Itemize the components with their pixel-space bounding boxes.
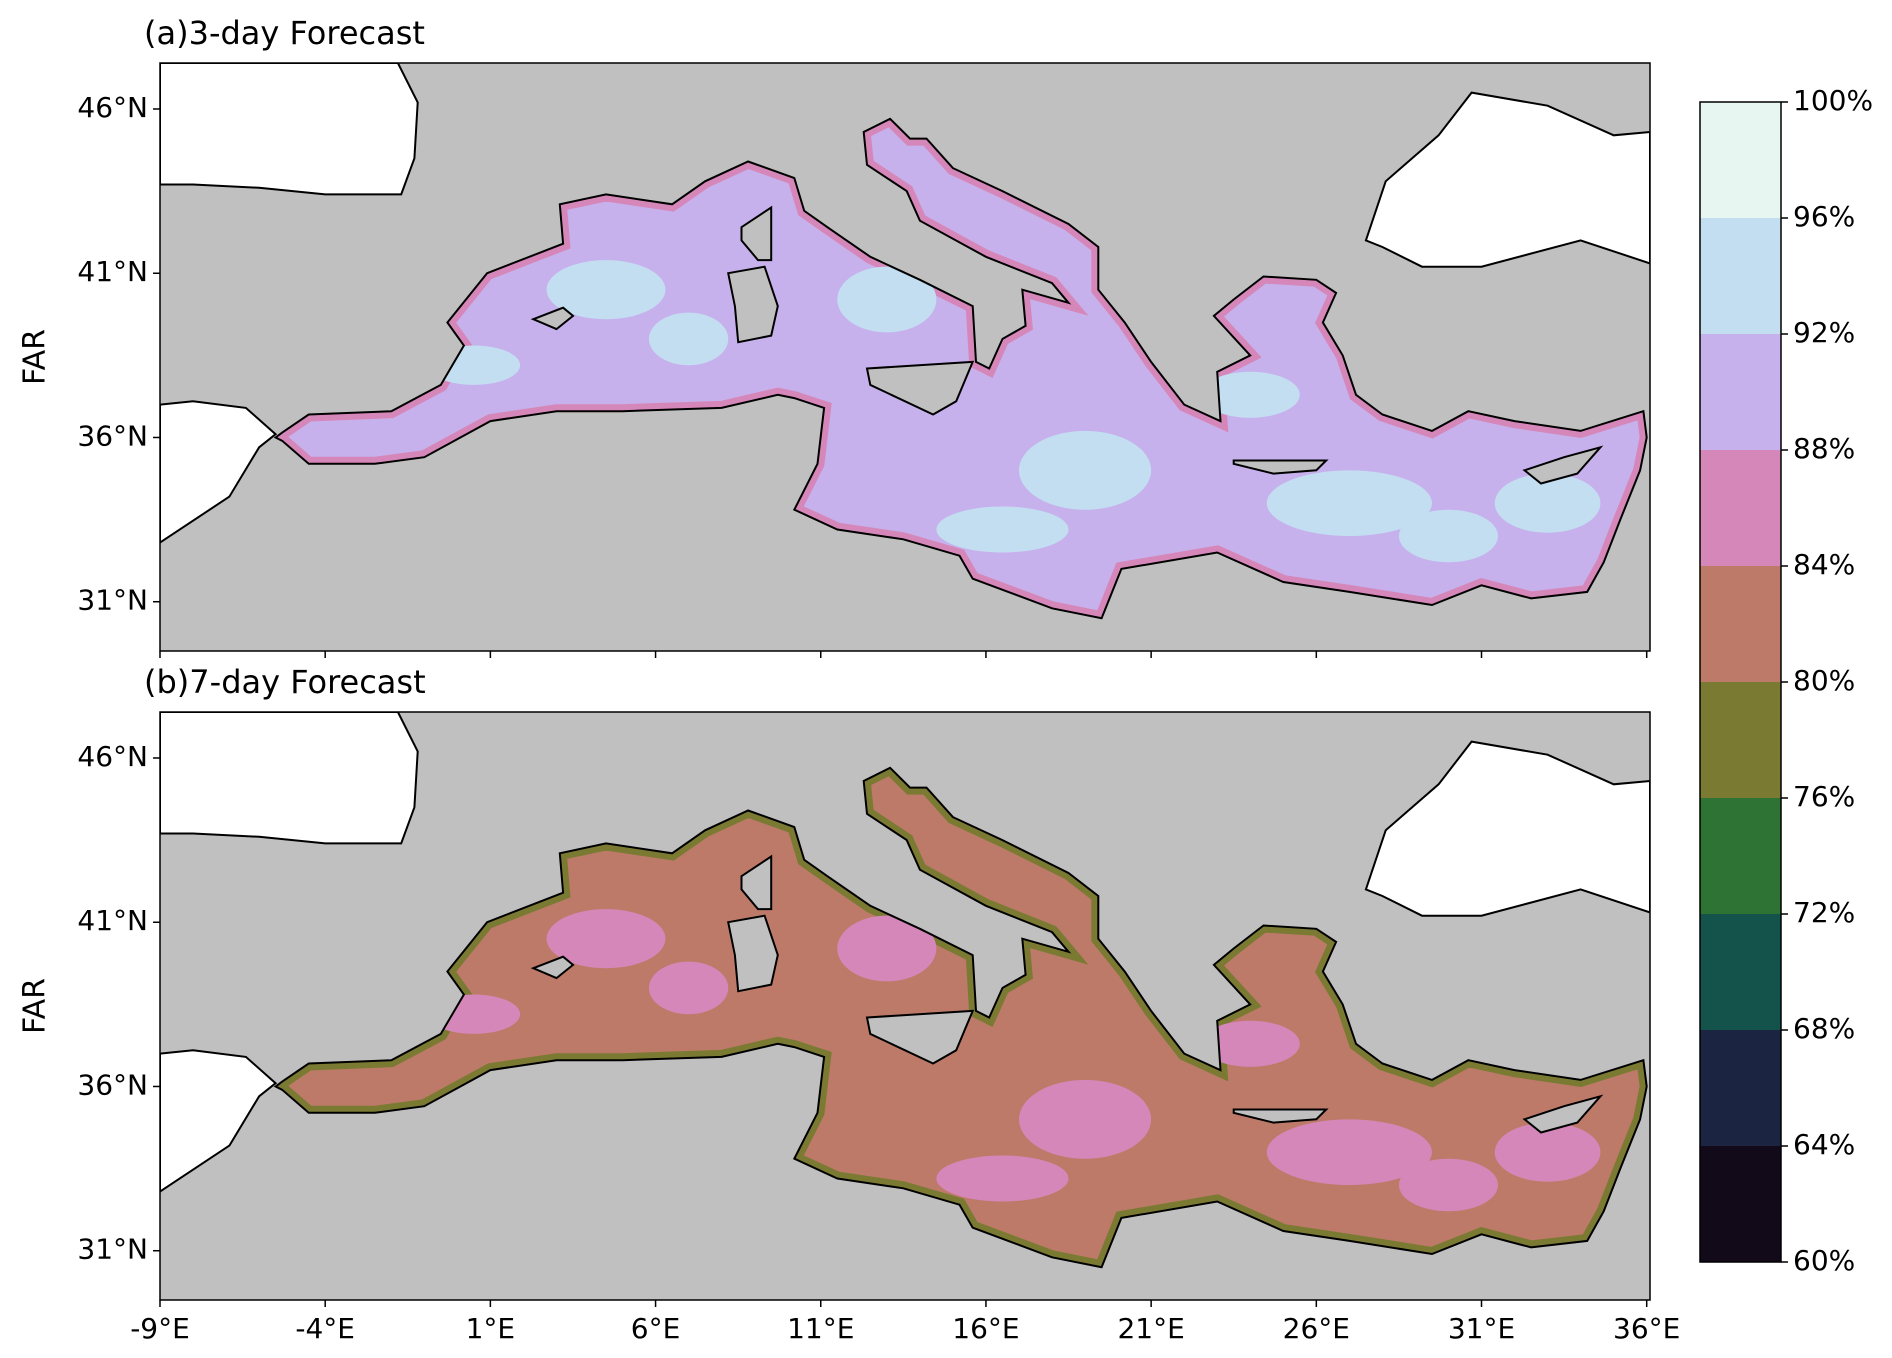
x-tick-label: 31°E <box>1448 1312 1515 1345</box>
y-tick-label: 46°N <box>77 740 148 773</box>
x-tick-label: 16°E <box>952 1312 1019 1345</box>
y-axis-label: FAR <box>18 329 53 385</box>
sea-patch <box>648 312 729 366</box>
x-tick-label: 11°E <box>787 1312 854 1345</box>
colorbar-bin <box>1700 1030 1781 1146</box>
colorbar-tick-label: 72% <box>1793 896 1855 929</box>
colorbar-tick-label: 80% <box>1793 664 1855 697</box>
y-tick-label: 41°N <box>77 255 148 288</box>
colorbar-tick-label: 84% <box>1793 548 1855 581</box>
colorbar-bin <box>1700 682 1781 798</box>
colorbar-bin <box>1700 1146 1781 1262</box>
sea-patch <box>1398 509 1499 563</box>
y-tick-label: 41°N <box>77 904 148 937</box>
y-tick-label: 36°N <box>77 1068 148 1101</box>
outside-land <box>160 1049 278 1193</box>
sea-patch <box>1018 430 1152 510</box>
sea-patch <box>837 266 937 333</box>
sea-patch <box>1266 1119 1432 1186</box>
y-tick-label: 31°N <box>77 584 148 617</box>
island <box>865 1009 975 1065</box>
colorbar-tick-label: 64% <box>1793 1128 1855 1161</box>
coastline <box>273 117 1648 620</box>
sea-patch <box>546 909 666 969</box>
island <box>530 306 575 331</box>
y-tick-label: 36°N <box>77 419 148 452</box>
x-tick-label: 36°E <box>1613 1312 1680 1345</box>
island <box>1232 1108 1329 1124</box>
island <box>530 955 575 980</box>
sea-patch <box>1494 473 1601 533</box>
sea-patch <box>1200 371 1300 418</box>
colorbar-bin <box>1700 798 1781 914</box>
sea-patch <box>546 260 666 320</box>
island <box>1522 1094 1604 1134</box>
sea-patch <box>1398 1158 1499 1212</box>
colorbar-bin <box>1700 450 1781 566</box>
sea-patch <box>936 1155 1069 1202</box>
x-tick-label: 6°E <box>631 1312 681 1345</box>
colorbar-tick-label: 68% <box>1793 1012 1855 1045</box>
island <box>1522 445 1604 485</box>
sea-patch <box>1494 1122 1601 1182</box>
panel-title: (a)3-day Forecast <box>144 14 425 52</box>
colorbar-tick-label: 100% <box>1793 84 1873 117</box>
colorbar-tick-label: 76% <box>1793 780 1855 813</box>
y-tick-label: 46°N <box>77 91 148 124</box>
sea-patch <box>1200 1020 1300 1067</box>
sea-patch <box>837 915 937 982</box>
outside-land <box>160 712 419 845</box>
coastline <box>273 766 1648 1269</box>
island <box>727 914 779 993</box>
sea-patch <box>936 506 1069 553</box>
colorbar-bin <box>1700 334 1781 450</box>
colorbar-bin <box>1700 102 1781 218</box>
x-tick-label: 26°E <box>1283 1312 1350 1345</box>
colorbar-bin <box>1700 218 1781 334</box>
outside-land <box>160 400 278 544</box>
x-tick-label: 21°E <box>1117 1312 1184 1345</box>
x-tick-label: -4°E <box>295 1312 355 1345</box>
x-tick-label: -9°E <box>130 1312 190 1345</box>
outside-land <box>1364 91 1650 268</box>
y-tick-label: 31°N <box>77 1233 148 1266</box>
colorbar-tick-label: 60% <box>1793 1244 1855 1277</box>
island <box>1232 459 1329 475</box>
sea-patch <box>1266 470 1432 537</box>
island <box>865 360 975 416</box>
panel-title: (b)7-day Forecast <box>144 663 426 701</box>
colorbar-tick-label: 88% <box>1793 432 1855 465</box>
axes-frame <box>159 711 1651 1301</box>
colorbar-bin <box>1700 914 1781 1030</box>
island <box>740 854 773 911</box>
colorbar-tick-label: 92% <box>1793 316 1855 349</box>
colorbar-tick-label: 96% <box>1793 200 1855 233</box>
outside-land <box>1364 740 1650 917</box>
map-panel <box>160 63 1650 651</box>
sea-patch <box>648 961 729 1015</box>
y-axis-label: FAR <box>18 978 53 1034</box>
island <box>727 265 779 344</box>
outside-land <box>160 63 419 196</box>
island <box>740 205 773 262</box>
axes-frame <box>159 62 1651 652</box>
map-panel <box>160 712 1650 1300</box>
sea-patch <box>1018 1079 1152 1159</box>
colorbar-bin <box>1700 566 1781 682</box>
x-tick-label: 1°E <box>466 1312 516 1345</box>
